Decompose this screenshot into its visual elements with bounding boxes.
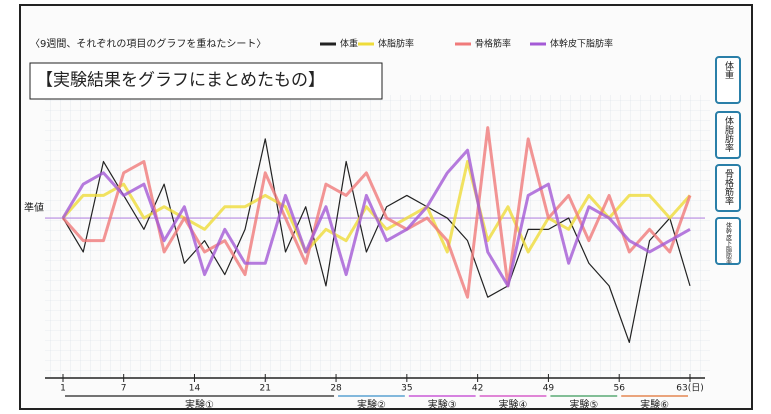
chart: 【実験結果をグラフにまとめたもの】 〈9週間、それぞれの項目のグラフを重ねたシー… — [0, 0, 771, 414]
x-tick-label: 14 — [189, 384, 201, 394]
side-box-label: 体幹皮下脂肪率 — [725, 221, 732, 265]
side-box-label: 体重 — [723, 60, 734, 79]
baseline-label: 準値 — [24, 201, 44, 214]
x-tick-label: 7 — [121, 384, 127, 394]
experiment-label: 実験② — [357, 398, 386, 411]
legend-label: 体脂肪率 — [378, 38, 414, 50]
chart-subtitle: 〈9週間、それぞれの項目のグラフを重ねたシート〉 — [30, 37, 266, 50]
legend-label: 骨格筋率 — [475, 38, 511, 50]
x-tick-label: 28 — [330, 384, 342, 394]
experiment-label: 実験⑥ — [640, 398, 669, 411]
legend-label: 体幹皮下脂肪率 — [550, 38, 613, 50]
x-tick-label: 42 — [472, 384, 483, 394]
x-tick-label: 56 — [613, 384, 625, 394]
x-tick-label: 1 — [60, 384, 66, 394]
x-tick-label: 35 — [401, 384, 412, 394]
page: 【実験結果をグラフにまとめたもの】 〈9週間、それぞれの項目のグラフを重ねたシー… — [0, 0, 771, 414]
legend-label: 体重 — [340, 38, 358, 50]
experiment-label: 実験⑤ — [569, 398, 598, 411]
x-tick-label: 21 — [260, 384, 271, 394]
x-tick-label: 63(日) — [676, 383, 703, 394]
side-box-label: 骨格筋率 — [723, 169, 734, 206]
experiment-label: 実験④ — [499, 398, 528, 411]
experiment-label: 実験③ — [428, 398, 457, 411]
x-tick-label: 49 — [543, 384, 555, 394]
experiment-label: 実験① — [185, 398, 214, 411]
grid-paper — [45, 95, 710, 377]
side-box-label: 体脂肪率 — [723, 115, 734, 153]
chart-title: 【実験結果をグラフにまとめたもの】 — [36, 71, 325, 91]
